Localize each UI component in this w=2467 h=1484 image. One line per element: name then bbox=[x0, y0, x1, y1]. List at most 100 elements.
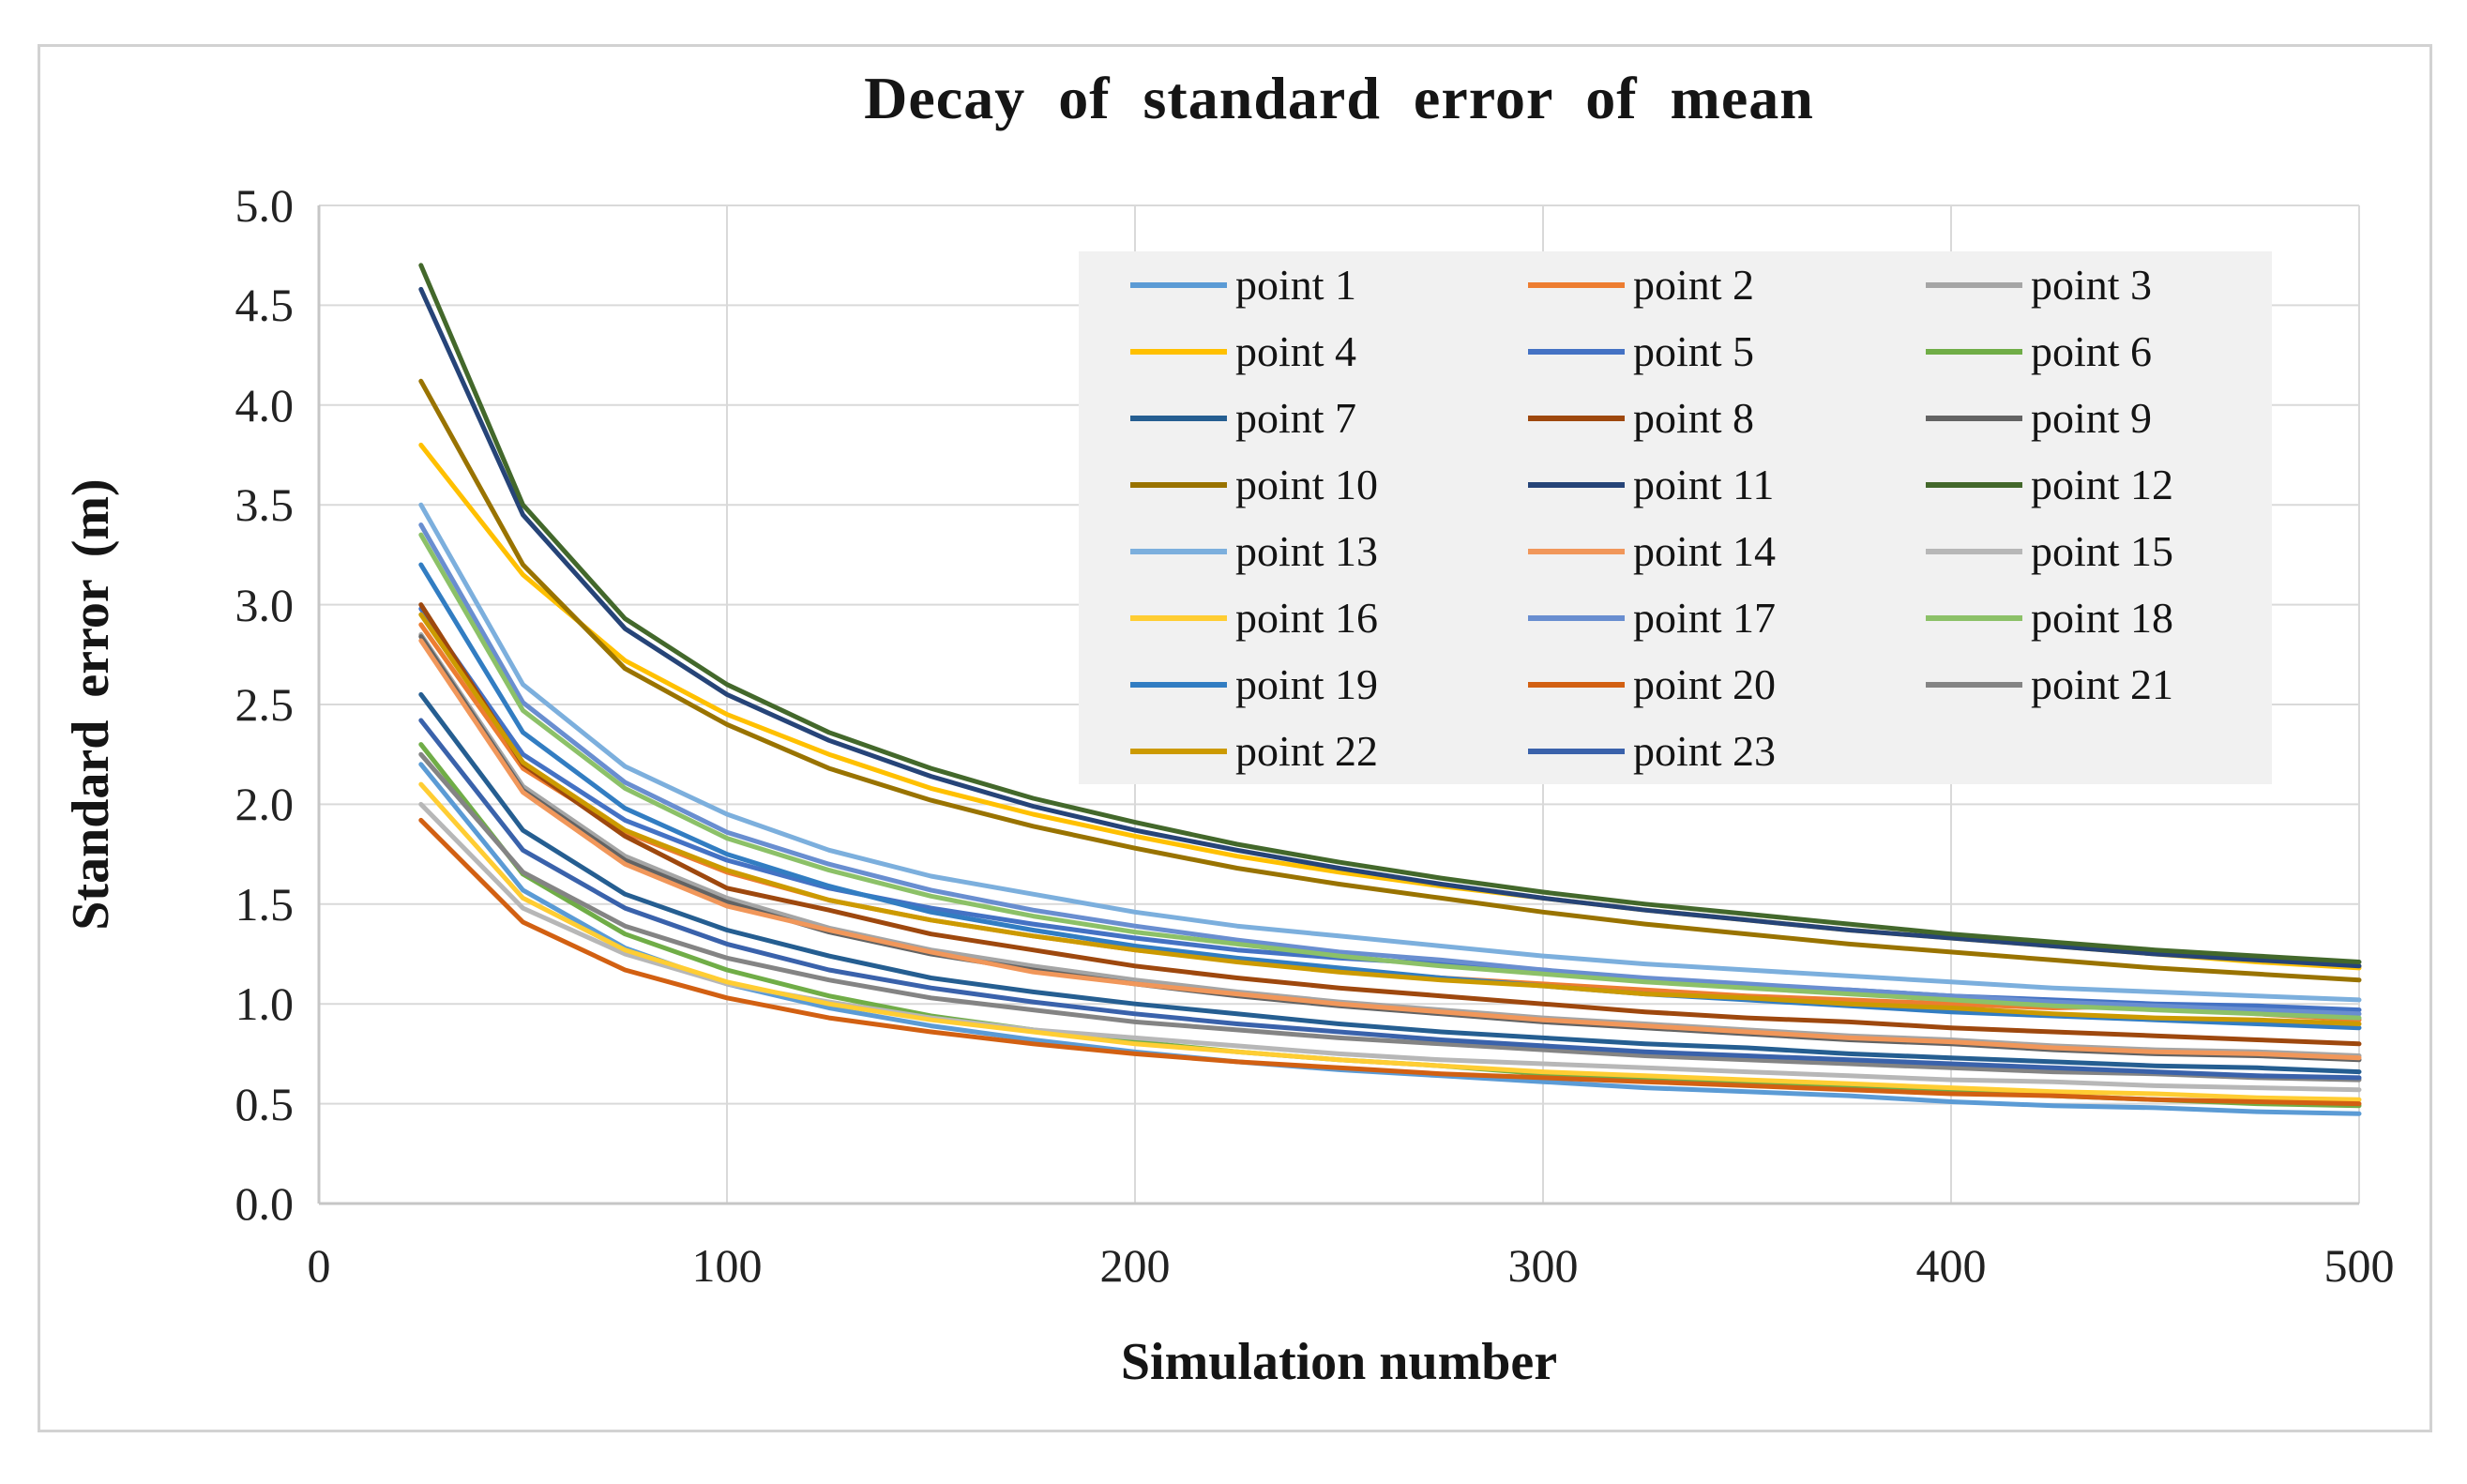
legend-line-swatch bbox=[1528, 415, 1625, 421]
legend-line-swatch bbox=[1130, 348, 1227, 355]
series-line-point-19 bbox=[418, 562, 2362, 1031]
legend-line-swatch bbox=[1130, 681, 1227, 688]
legend-item-point-8: point 8 bbox=[1476, 393, 1874, 443]
series-line-point-22 bbox=[418, 612, 2362, 1026]
legend-item-point-19: point 19 bbox=[1079, 659, 1476, 709]
legend-label: point 4 bbox=[1235, 327, 1357, 375]
legend-label: point 2 bbox=[1633, 261, 1755, 309]
legend-item-point-15: point 15 bbox=[1874, 526, 2272, 576]
legend-line-swatch bbox=[1926, 681, 2022, 688]
series-line-point-14 bbox=[418, 638, 2362, 1061]
legend-line-swatch bbox=[1926, 548, 2022, 554]
legend-label: point 12 bbox=[2031, 461, 2174, 508]
series-line-point-7 bbox=[418, 691, 2362, 1075]
legend-item-point-14: point 14 bbox=[1476, 526, 1874, 576]
x-tick-label: 500 bbox=[2323, 1239, 2395, 1292]
legend-line-swatch bbox=[1130, 481, 1227, 488]
legend-label: point 9 bbox=[2031, 394, 2153, 442]
legend-line-swatch bbox=[1130, 748, 1227, 754]
legend-item-point-23: point 23 bbox=[1476, 726, 1874, 776]
series-line-point-13 bbox=[418, 502, 2362, 1003]
legend-item-point-21: point 21 bbox=[1874, 659, 2272, 709]
y-tick-label: 4.5 bbox=[235, 279, 295, 332]
legend-label: point 15 bbox=[2031, 527, 2174, 575]
legend-line-swatch bbox=[1528, 348, 1625, 355]
legend-item-point-22: point 22 bbox=[1079, 726, 1476, 776]
legend-item-point-13: point 13 bbox=[1079, 526, 1476, 576]
chart-title: Decay of standard error of mean bbox=[864, 65, 1814, 131]
legend-item-point-11: point 11 bbox=[1476, 460, 1874, 509]
series-line-point-11 bbox=[418, 286, 2362, 969]
legend-line-swatch bbox=[1528, 748, 1625, 754]
y-tick-label: 2.5 bbox=[235, 678, 295, 731]
legend-item-point-4: point 4 bbox=[1079, 326, 1476, 376]
legend-line-swatch bbox=[1926, 415, 2022, 421]
x-tick-label: 400 bbox=[1915, 1239, 1987, 1292]
legend-label: point 7 bbox=[1235, 394, 1357, 442]
series-line-point-10 bbox=[418, 378, 2362, 983]
legend-label: point 21 bbox=[2031, 660, 2174, 708]
legend-label: point 13 bbox=[1235, 527, 1379, 575]
y-tick-label: 4.0 bbox=[235, 378, 295, 432]
y-tick-label: 3.5 bbox=[235, 478, 295, 532]
legend-line-swatch bbox=[1926, 481, 2022, 488]
legend-line-swatch bbox=[1130, 281, 1227, 288]
legend-label: point 3 bbox=[2031, 261, 2153, 309]
legend-label: point 16 bbox=[1235, 594, 1379, 642]
legend-label: point 6 bbox=[2031, 327, 2153, 375]
x-tick-label: 200 bbox=[1099, 1239, 1171, 1292]
legend-item-point-7: point 7 bbox=[1079, 393, 1476, 443]
series-line-point-21 bbox=[418, 751, 2362, 1083]
legend-line-swatch bbox=[1926, 614, 2022, 621]
legend-line-swatch bbox=[1528, 548, 1625, 554]
legend-line-swatch bbox=[1528, 481, 1625, 488]
y-tick-label: 0.5 bbox=[235, 1077, 295, 1130]
legend-line-swatch bbox=[1130, 614, 1227, 621]
legend-item-point-9: point 9 bbox=[1874, 393, 2272, 443]
legend-item-point-18: point 18 bbox=[1874, 593, 2272, 643]
legend-label: point 14 bbox=[1633, 527, 1777, 575]
legend-item-point-3: point 3 bbox=[1874, 260, 2272, 310]
legend: point 1 point 2 point 3 point 4 point 5 point… bbox=[1079, 251, 2272, 784]
legend-item-point-1: point 1 bbox=[1079, 260, 1476, 310]
legend-label: point 18 bbox=[2031, 594, 2174, 642]
legend-item-point-5: point 5 bbox=[1476, 326, 1874, 376]
series-line-point-20 bbox=[418, 817, 2362, 1107]
legend-line-swatch bbox=[1528, 281, 1625, 288]
y-tick-label: 1.0 bbox=[235, 977, 295, 1031]
legend-label: point 11 bbox=[1633, 461, 1775, 508]
y-tick-label: 3.0 bbox=[235, 578, 295, 631]
series-line-point-16 bbox=[418, 781, 2362, 1102]
legend-label: point 23 bbox=[1633, 727, 1777, 775]
y-tick-label: 0.0 bbox=[235, 1177, 295, 1230]
legend-label: point 22 bbox=[1235, 727, 1379, 775]
x-tick-label: 100 bbox=[691, 1239, 763, 1292]
legend-item-point-6: point 6 bbox=[1874, 326, 2272, 376]
legend-label: point 19 bbox=[1235, 660, 1379, 708]
y-tick-label: 1.5 bbox=[235, 877, 295, 931]
legend-line-swatch bbox=[1528, 614, 1625, 621]
legend-line-swatch bbox=[1130, 548, 1227, 554]
legend-label: point 17 bbox=[1633, 594, 1777, 642]
y-tick-label: 2.0 bbox=[235, 778, 295, 831]
y-tick-label: 5.0 bbox=[235, 179, 295, 232]
legend-item-point-12: point 12 bbox=[1874, 460, 2272, 509]
series-line-point-12 bbox=[418, 263, 2362, 964]
series-line-point-17 bbox=[418, 522, 2362, 1017]
series-line-point-23 bbox=[418, 718, 2362, 1081]
legend-item-point-20: point 20 bbox=[1476, 659, 1874, 709]
legend-line-swatch bbox=[1926, 348, 2022, 355]
legend-label: point 5 bbox=[1633, 327, 1755, 375]
x-axis-title: Simulation number bbox=[1120, 1333, 1558, 1391]
legend-label: point 1 bbox=[1235, 261, 1357, 309]
legend-line-swatch bbox=[1130, 415, 1227, 421]
legend-item-point-17: point 17 bbox=[1476, 593, 1874, 643]
legend-item-point-16: point 16 bbox=[1079, 593, 1476, 643]
legend-line-swatch bbox=[1528, 681, 1625, 688]
legend-item-point-10: point 10 bbox=[1079, 460, 1476, 509]
x-tick-label: 0 bbox=[307, 1239, 331, 1292]
series-line-point-18 bbox=[418, 532, 2362, 1021]
series-line-point-8 bbox=[418, 602, 2362, 1047]
legend-label: point 10 bbox=[1235, 461, 1379, 508]
legend-line-swatch bbox=[1926, 281, 2022, 288]
